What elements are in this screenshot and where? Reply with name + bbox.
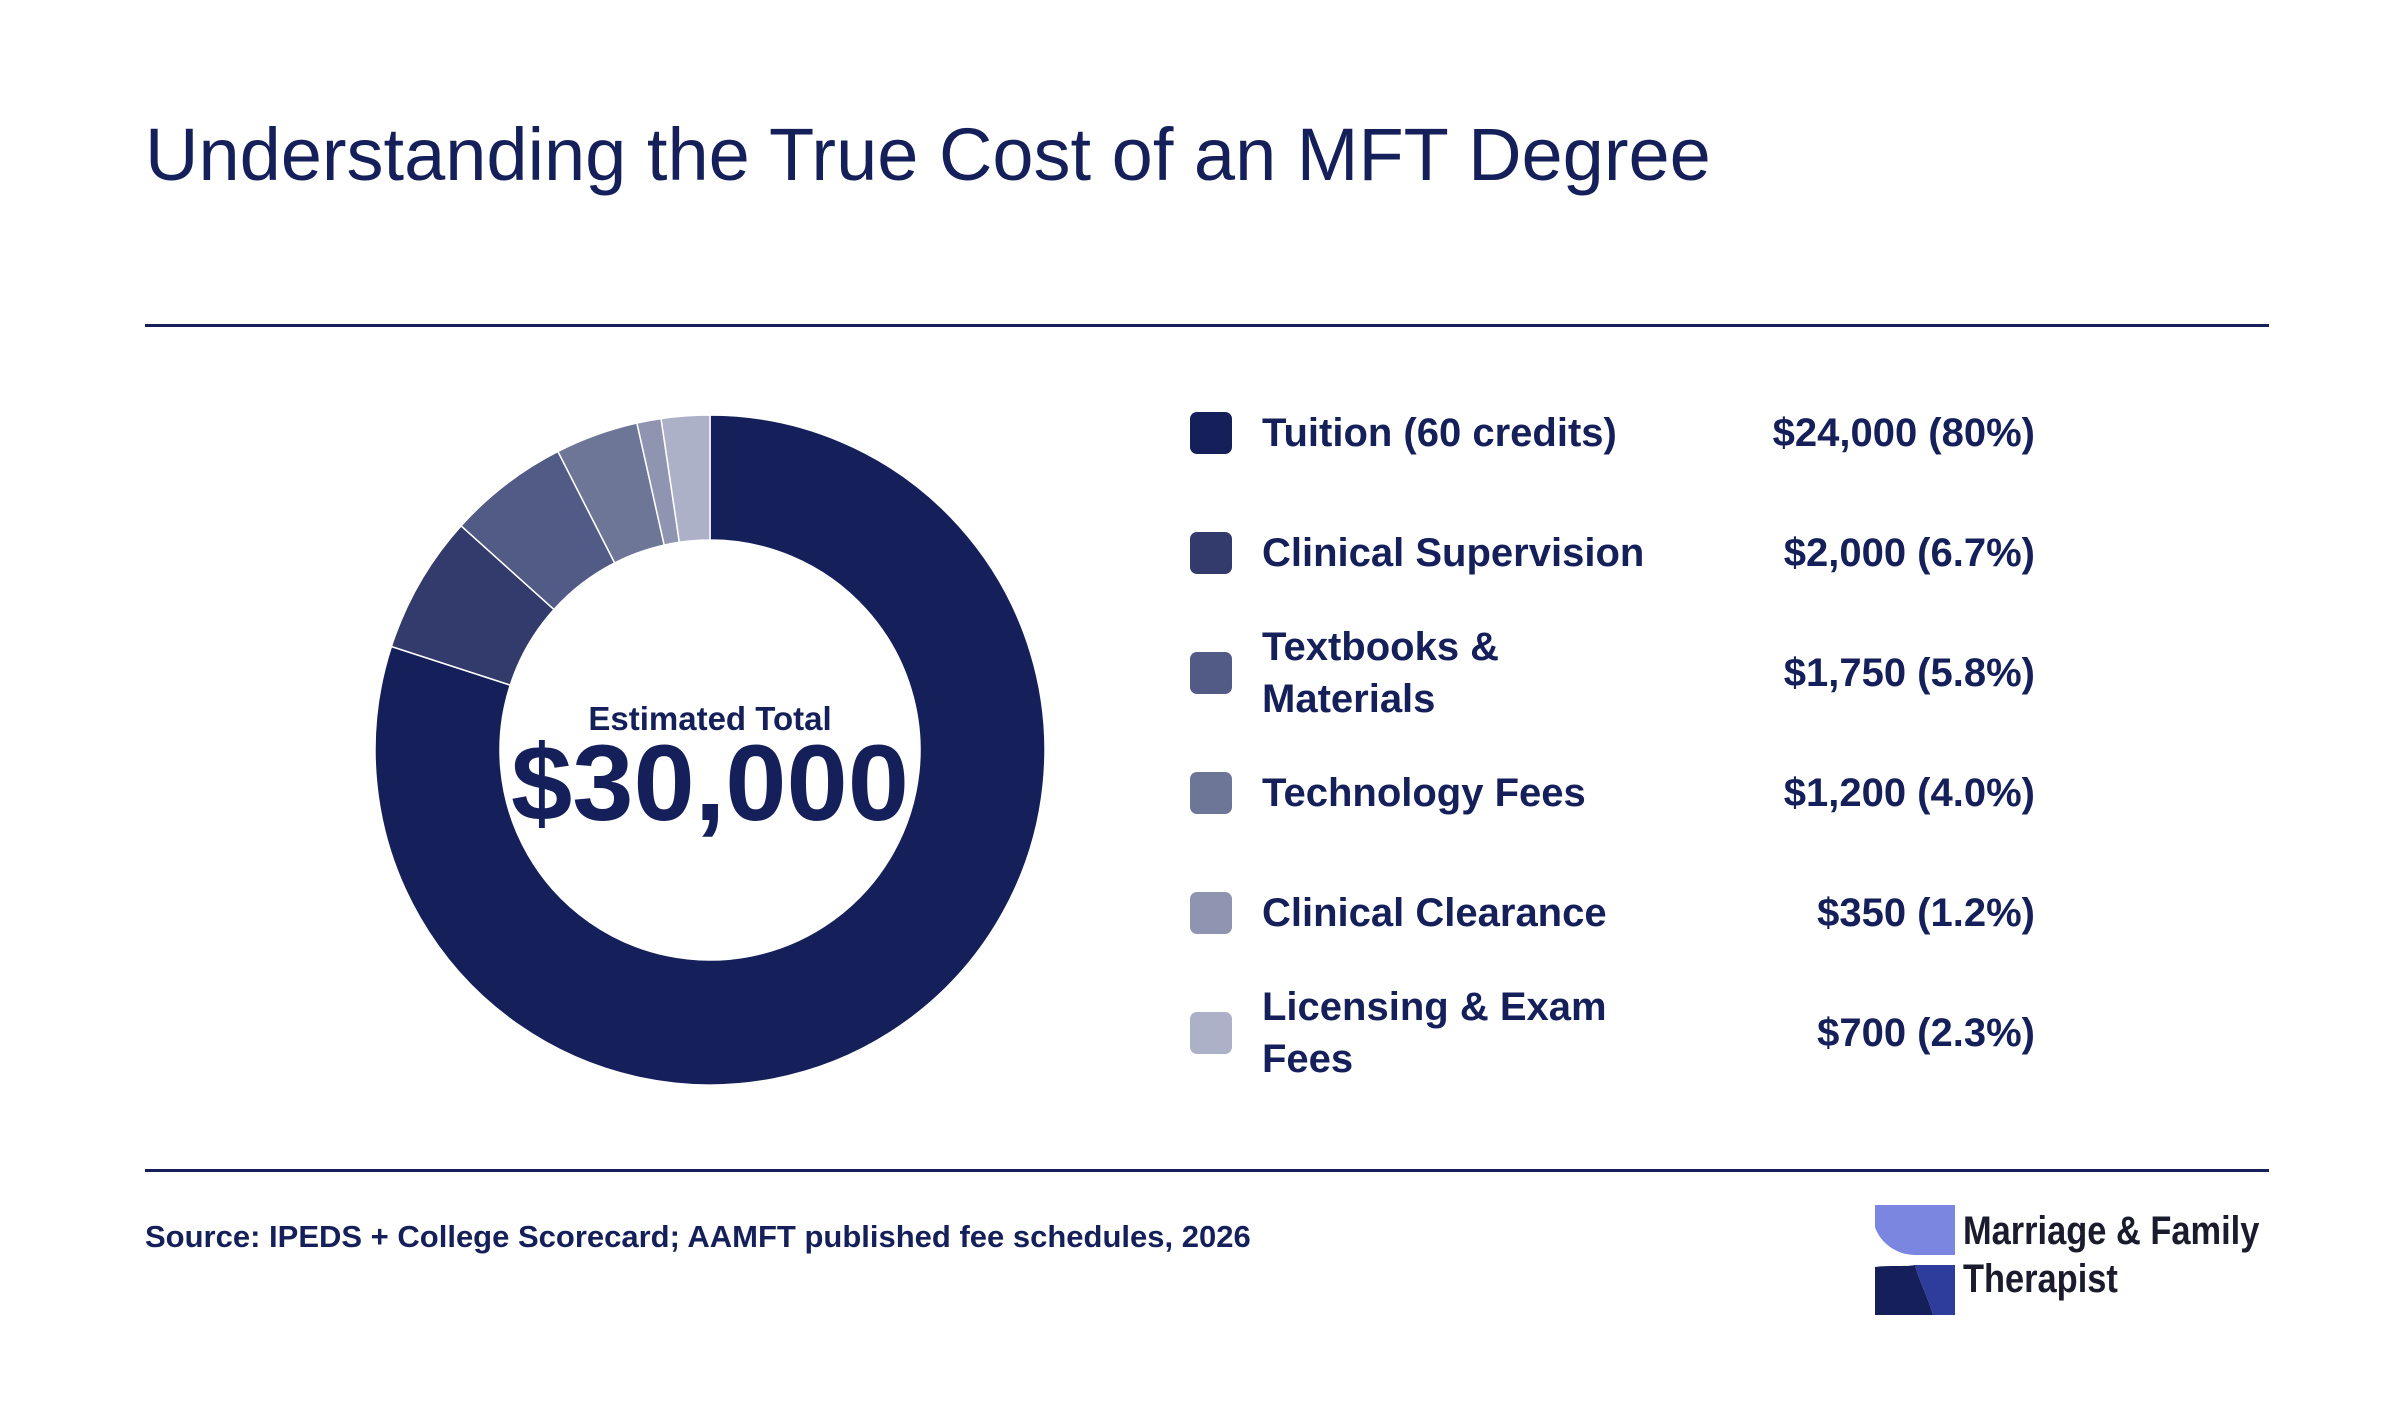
legend-value: $350 (1.2%) — [1817, 891, 2035, 935]
legend-label: Tuition (60 credits) — [1262, 411, 1617, 455]
legend-value: $1,750 (5.8%) — [1783, 651, 2035, 695]
legend-item: Textbooks & Materials $1,750 (5.8%) — [1190, 610, 2050, 730]
legend-swatch — [1190, 892, 1232, 934]
legend-item: Technology Fees $1,200 (4.0%) — [1190, 730, 2050, 850]
legend-value: $24,000 (80%) — [1772, 411, 2035, 455]
legend-label: Technology Fees — [1262, 771, 1586, 815]
legend-swatch — [1190, 412, 1232, 454]
legend-label: Clinical Supervision — [1262, 531, 1645, 575]
legend-swatch — [1190, 772, 1232, 814]
legend-label: Clinical Clearance — [1262, 891, 1607, 935]
bottom-divider — [145, 1169, 2269, 1172]
source-note: Source: IPEDS + College Scorecard; AAMFT… — [145, 1219, 1251, 1254]
logo-mark-icon — [1875, 1205, 1955, 1315]
legend-label: Textbooks & Materials — [1262, 625, 1500, 721]
donut-slice-1 — [374, 414, 1046, 1086]
logo-line-1: Marriage & Family — [1963, 1209, 2260, 1253]
donut-slice-6 — [660, 414, 711, 544]
donut-slices — [374, 414, 1046, 1086]
legend-value: $1,200 (4.0%) — [1783, 771, 2035, 815]
center-value: $30,000 — [511, 722, 909, 843]
legend-item: Licensing & Exam Fees $700 (2.3%) — [1190, 970, 2050, 1090]
legend-item: Tuition (60 credits) $24,000 (80%) — [1190, 370, 2050, 490]
logo-line-2: Therapist — [1963, 1257, 2118, 1301]
top-divider — [145, 324, 2269, 327]
legend-swatch — [1190, 532, 1232, 574]
brand-logo: Marriage & Family Therapist — [1875, 1205, 2275, 1317]
logo-text: Marriage & Family Therapist — [1963, 1207, 2259, 1303]
center-label: Estimated Total — [588, 700, 831, 737]
legend-item: Clinical Clearance $350 (1.2%) — [1190, 850, 2050, 970]
page-title: Understanding the True Cost of an MFT De… — [145, 113, 1711, 196]
legend-swatch — [1190, 1012, 1232, 1054]
legend-item: Clinical Supervision $2,000 (6.7%) — [1190, 490, 2050, 610]
legend-value: $2,000 (6.7%) — [1783, 531, 2035, 575]
donut-chart: Estimated Total $30,000 — [374, 414, 1046, 1086]
legend-swatch — [1190, 652, 1232, 694]
legend-label: Licensing & Exam Fees — [1262, 985, 1607, 1081]
legend-value: $700 (2.3%) — [1817, 1011, 2035, 1055]
